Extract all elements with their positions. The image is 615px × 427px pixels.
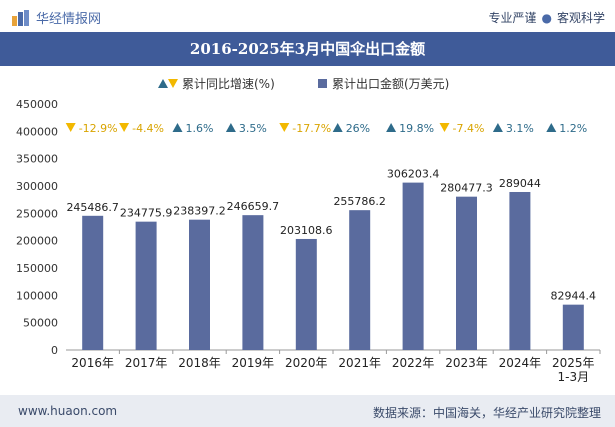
tagline: 专业严谨 ● 客观科学	[488, 9, 605, 26]
bar	[456, 196, 477, 350]
growth-value-label: -12.9%	[79, 122, 118, 135]
growth-value-label: -4.4%	[132, 122, 164, 135]
brand[interactable]: 华经情报网	[12, 8, 101, 27]
y-tick-label: 150000	[16, 262, 58, 275]
x-tick-label: 2025年	[552, 356, 595, 370]
growth-down-marker	[279, 123, 290, 132]
bar-value-label: 245486.7	[66, 201, 119, 214]
legend-growth-up-icon	[158, 79, 168, 88]
legend-growth-label: 累计同比增速(%)	[182, 77, 275, 91]
footer-website[interactable]: www.huaon.com	[18, 404, 118, 418]
footer-source: 数据来源：中国海关，华经产业研究院整理	[372, 406, 601, 420]
legend-bar-swatch	[318, 79, 327, 88]
bar	[189, 219, 210, 350]
x-tick-label: 1-3月	[557, 370, 589, 384]
tagline-left: 专业严谨	[488, 11, 537, 25]
y-tick-label: 100000	[16, 289, 58, 302]
y-tick-label: 450000	[16, 98, 58, 111]
y-tick-label: 400000	[16, 125, 58, 138]
bar-value-label: 234775.9	[120, 207, 173, 220]
growth-up-marker	[386, 123, 397, 132]
bar	[509, 191, 531, 350]
growth-value-label: -17.7%	[292, 122, 331, 135]
growth-up-marker	[332, 123, 343, 132]
x-tick-label: 2023年	[445, 356, 488, 370]
x-tick-label: 2024年	[499, 356, 542, 370]
growth-up-marker	[172, 123, 183, 132]
bar-value-label: 82944.4	[551, 290, 597, 303]
bar-value-label: 289044	[499, 177, 541, 190]
x-tick-label: 2020年	[285, 356, 328, 370]
growth-value-label: 26%	[346, 122, 370, 135]
y-tick-label: 350000	[16, 153, 58, 166]
chart-title: 2016-2025年3月中国伞出口金额	[189, 40, 426, 58]
bar-value-label: 238397.2	[173, 205, 226, 218]
growth-down-marker	[439, 123, 450, 132]
growth-down-marker	[119, 123, 130, 132]
bar-value-label: 280477.3	[440, 182, 493, 195]
growth-value-label: 1.6%	[186, 122, 214, 135]
x-tick-label: 2016年	[71, 356, 114, 370]
bar	[349, 210, 371, 350]
legend-growth-down-icon	[168, 79, 178, 88]
footer	[0, 395, 615, 427]
brand-logo-icon	[12, 9, 29, 26]
growth-up-marker	[492, 123, 503, 132]
growth-value-label: 3.1%	[506, 122, 534, 135]
bar-value-label: 306203.4	[387, 168, 440, 181]
top-bar: 华经情报网 专业严谨 ● 客观科学	[0, 0, 615, 32]
x-tick-label: 2018年	[178, 356, 221, 370]
growth-up-marker	[546, 123, 557, 132]
legend-bar-label: 累计出口金额(万美元)	[332, 76, 449, 91]
x-tick-label: 2022年	[392, 356, 435, 370]
bullet-icon: ●	[541, 11, 552, 25]
x-tick-label: 2019年	[232, 356, 275, 370]
y-tick-label: 300000	[16, 180, 58, 193]
y-tick-label: 50000	[23, 317, 58, 330]
brand-name: 华经情报网	[36, 12, 102, 27]
bar	[562, 304, 584, 350]
y-tick-label: 200000	[16, 235, 58, 248]
bar-value-label: 255786.2	[333, 195, 386, 208]
growth-up-marker	[225, 123, 236, 132]
bar-value-label: 246659.7	[227, 200, 280, 213]
x-tick-label: 2017年	[125, 356, 168, 370]
growth-value-label: 19.8%	[399, 122, 434, 135]
growth-down-marker	[65, 123, 76, 132]
y-tick-label: 0	[51, 344, 58, 357]
growth-value-label: 3.5%	[239, 122, 267, 135]
growth-value-label: 1.2%	[559, 122, 587, 135]
title-bar	[0, 32, 615, 66]
bar	[135, 221, 157, 350]
bar-value-label: 203108.6	[280, 224, 333, 237]
growth-value-label: -7.4%	[453, 122, 485, 135]
bar	[295, 238, 317, 350]
x-tick-label: 2021年	[338, 356, 381, 370]
bar	[82, 215, 104, 350]
bar	[242, 215, 264, 350]
chart: 累计同比增速(%) 累计出口金额(万美元) 0 50000 100000 150000 20…	[16, 76, 601, 384]
tagline-right: 客观科学	[556, 11, 605, 25]
y-tick-label: 250000	[16, 207, 58, 220]
bar	[402, 182, 424, 350]
